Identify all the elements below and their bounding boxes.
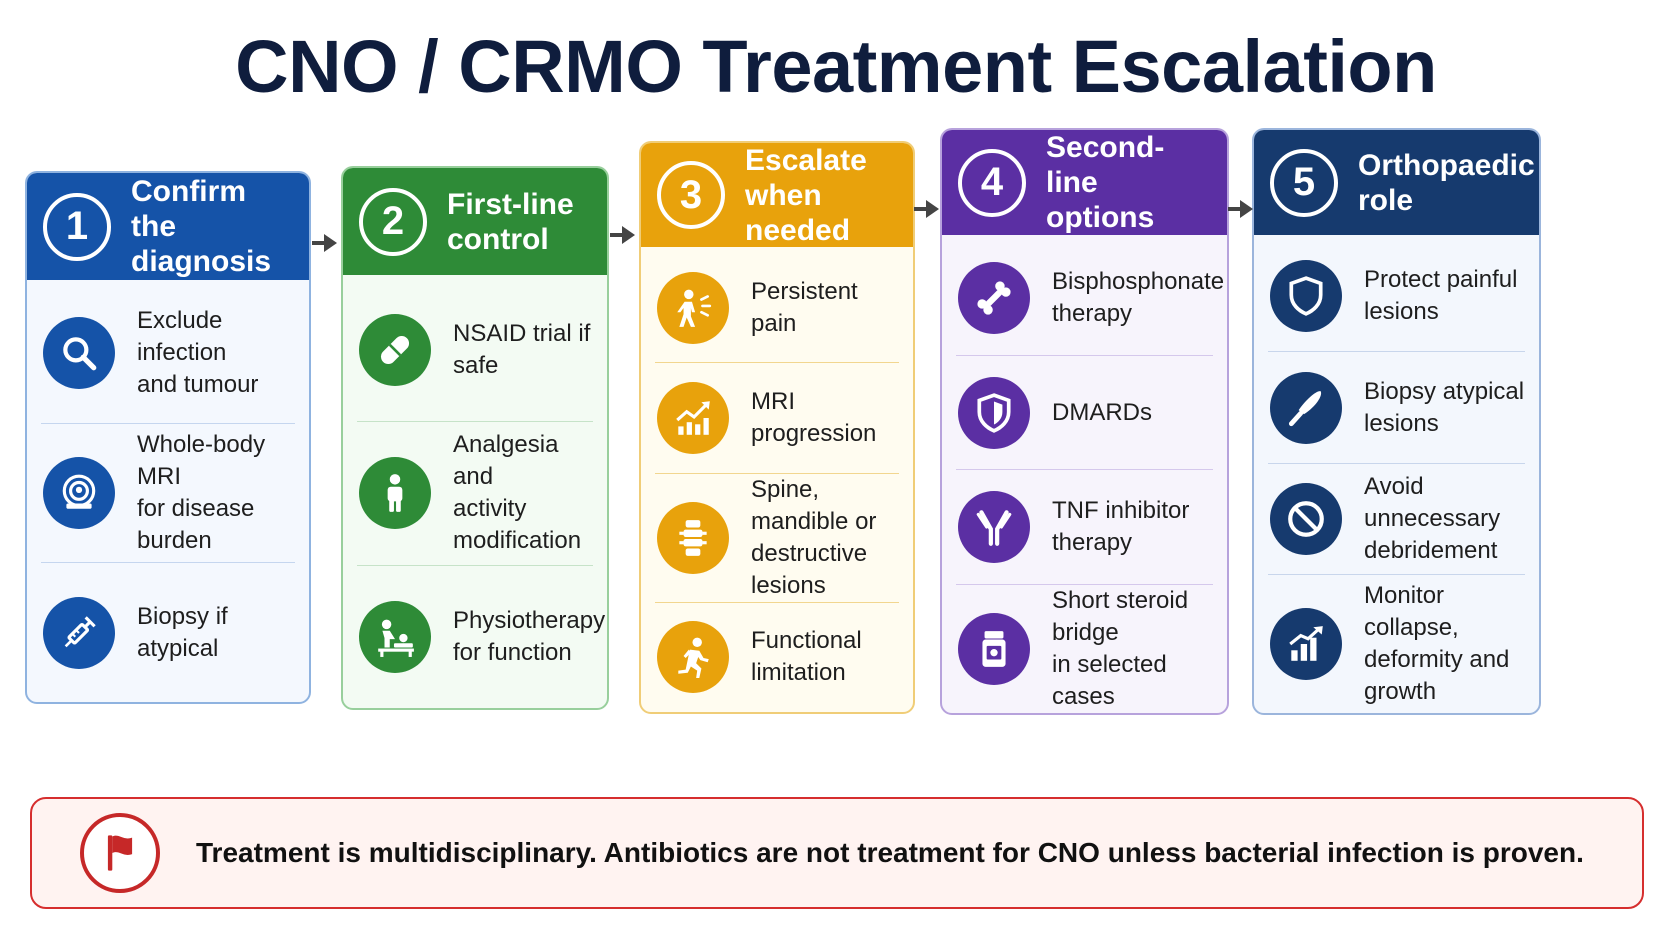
running-person-icon	[657, 621, 729, 694]
prohibited-icon	[1270, 482, 1342, 555]
list-item: MRI progression	[655, 363, 899, 474]
list-item: Biopsy atypical lesions	[1268, 352, 1525, 464]
pain-person-icon	[657, 271, 729, 344]
list-item: Spine, mandible or destructive lesions	[655, 474, 899, 603]
list-item: Persistent pain	[655, 253, 899, 364]
list-item: Analgesia and activity modification	[357, 422, 593, 566]
spine-icon	[657, 501, 729, 574]
trend-chart-icon	[657, 381, 729, 454]
list-item: NSAID trial if safe	[357, 279, 593, 423]
list-item: Biopsy if atypical	[41, 563, 295, 702]
step-2-header: 2 First-line control	[343, 168, 607, 275]
list-item: Protect painful lesions	[1268, 241, 1525, 353]
person-icon	[359, 457, 431, 530]
page-title: CNO / CRMO Treatment Escalation	[235, 25, 1437, 108]
step-5-column: 5 Orthopaedic role Protect painful lesions…	[1252, 128, 1541, 715]
bone-icon	[958, 261, 1030, 334]
step-title: First-line control	[447, 187, 574, 256]
shield-icon	[1270, 260, 1342, 333]
list-item: Physiotherapy for function	[357, 566, 605, 708]
list-item: Avoid unnecessary debridement	[1268, 464, 1525, 576]
step-title: Orthopaedic role	[1358, 148, 1535, 217]
pill-icon	[359, 314, 431, 387]
list-item: DMARDs	[956, 356, 1213, 471]
magnifier-icon	[43, 317, 115, 390]
scalpel-icon	[1270, 371, 1342, 444]
list-item: Exclude infection and tumour	[41, 284, 295, 424]
step-4-header: 4 Second-line options	[942, 130, 1227, 235]
list-item: Bisphosphonate therapy	[956, 241, 1224, 356]
step-title: Second-line options	[1046, 131, 1165, 234]
red-flag-icon	[80, 813, 160, 893]
physiotherapy-icon	[359, 600, 431, 673]
growth-chart-icon	[1270, 608, 1342, 681]
step-title: Confirm the diagnosis	[131, 175, 272, 278]
mri-scanner-icon	[43, 457, 115, 529]
arrow-right-icon	[312, 234, 337, 252]
step-1-header: 1 Confirm the diagnosis	[27, 173, 309, 280]
pill-bottle-icon	[958, 613, 1030, 686]
step-3-header: 3 Escalate when needed	[641, 143, 913, 247]
footer-note-banner: Treatment is multidisciplinary. Antibiot…	[30, 797, 1644, 909]
shield-icon	[958, 376, 1030, 449]
step-3-column: 3 Escalate when needed Persistent pain MR…	[639, 141, 915, 714]
antibody-icon	[958, 491, 1030, 564]
step-5-header: 5 Orthopaedic role	[1254, 130, 1539, 235]
step-number-badge: 4	[958, 148, 1026, 217]
list-item: Short steroid bridge in selected cases	[956, 585, 1213, 713]
step-number-badge: 5	[1270, 148, 1338, 217]
arrow-right-icon	[914, 200, 939, 218]
list-item: Monitor collapse, deformity and growth	[1268, 575, 1525, 713]
footer-note-text: Treatment is multidisciplinary. Antibiot…	[196, 837, 1584, 868]
arrow-right-icon	[610, 226, 635, 244]
step-title: Escalate when needed	[745, 143, 867, 247]
step-number-badge: 2	[359, 187, 427, 256]
step-number-badge: 3	[657, 161, 725, 229]
step-1-column: 1 Confirm the diagnosis Exclude infection…	[25, 171, 311, 704]
list-item: Functional limitation	[655, 603, 899, 712]
step-number-badge: 1	[43, 192, 111, 261]
list-item: Whole-body MRI for disease burden	[41, 424, 295, 564]
step-4-column: 4 Second-line options Bisphosphonate thera…	[940, 128, 1229, 715]
step-2-column: 2 First-line control NSAID trial if safe …	[341, 166, 609, 710]
syringe-icon	[43, 596, 115, 669]
arrow-right-icon	[1228, 200, 1253, 218]
list-item: TNF inhibitor therapy	[956, 470, 1213, 586]
